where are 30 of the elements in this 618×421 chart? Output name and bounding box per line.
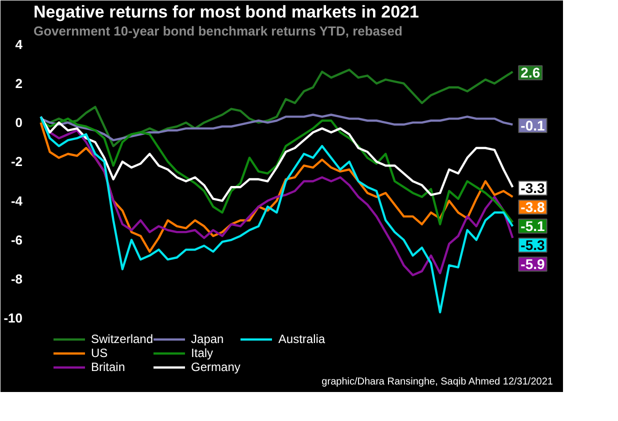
legend-label: US xyxy=(91,346,109,360)
legend-label: Italy xyxy=(191,346,214,360)
data-label: -3.8 xyxy=(520,199,545,216)
y-tick-label: -6 xyxy=(10,232,23,248)
data-label: -5.3 xyxy=(520,237,545,254)
y-tick-label: -4 xyxy=(10,193,24,208)
chart-subtitle: Government 10-year bond benchmark returns YTD, rebased xyxy=(34,24,402,38)
y-tick-label: -8 xyxy=(10,272,23,287)
data-label: 2.6 xyxy=(520,64,540,81)
line-series xyxy=(40,116,514,314)
legend-label: Australia xyxy=(278,332,326,346)
data-label: -0.1 xyxy=(520,118,545,134)
y-tick-label: -10 xyxy=(4,310,23,326)
chart-title: Negative returns for most bond markets in 2021 xyxy=(34,2,419,22)
line-series xyxy=(40,118,514,226)
data-label: -5.9 xyxy=(520,256,545,272)
y-tick-label: 2 xyxy=(15,76,23,91)
y-tick-label: 4 xyxy=(15,36,24,52)
legend-label: Japan xyxy=(191,332,224,346)
legend-label: Britain xyxy=(91,360,126,374)
line-series xyxy=(40,121,514,253)
line-series xyxy=(40,114,514,142)
y-tick-label: 0 xyxy=(15,115,23,130)
annotation: graphic/Dhara Ransinghe, Saqib Ahmed 12/31/2021 xyxy=(322,376,554,388)
data-label: -5.1 xyxy=(520,218,545,234)
legend-label: Germany xyxy=(191,360,240,374)
line-series xyxy=(40,116,514,202)
data-label: -3.3 xyxy=(520,180,545,196)
legend-label: Switzerland xyxy=(91,332,154,346)
y-tick-label: -2 xyxy=(10,154,23,170)
